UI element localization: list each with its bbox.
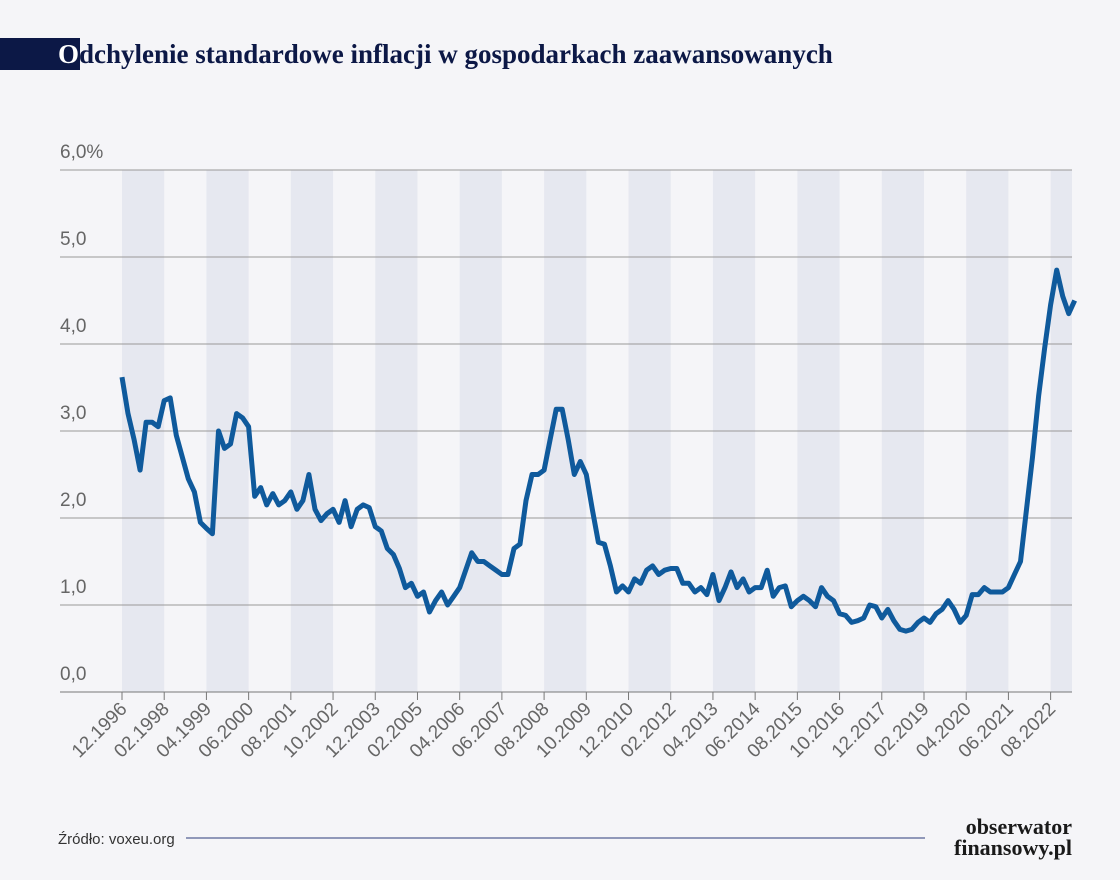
title-bar: [0, 38, 80, 70]
plot: 0,01,02,03,04,05,06,0%12.199602.199804.1…: [60, 142, 1077, 762]
source: Źródło: voxeu.org: [58, 831, 175, 848]
y-tick-label: 1,0: [60, 577, 86, 598]
logo-bottom: finansowy.pl: [954, 835, 1072, 860]
y-tick-label: 2,0: [60, 490, 86, 511]
y-tick-label: 0,0: [60, 664, 86, 685]
y-tick-label: 6,0%: [60, 142, 103, 163]
logo-top: obserwator: [966, 814, 1073, 839]
y-tick-label: 4,0: [60, 316, 86, 337]
line: [119, 267, 1077, 634]
chart-title: Odchylenie standardowe inflacji w gospod…: [58, 39, 833, 69]
y-tick-label: 3,0: [60, 403, 86, 424]
y-tick-label: 5,0: [60, 229, 86, 250]
